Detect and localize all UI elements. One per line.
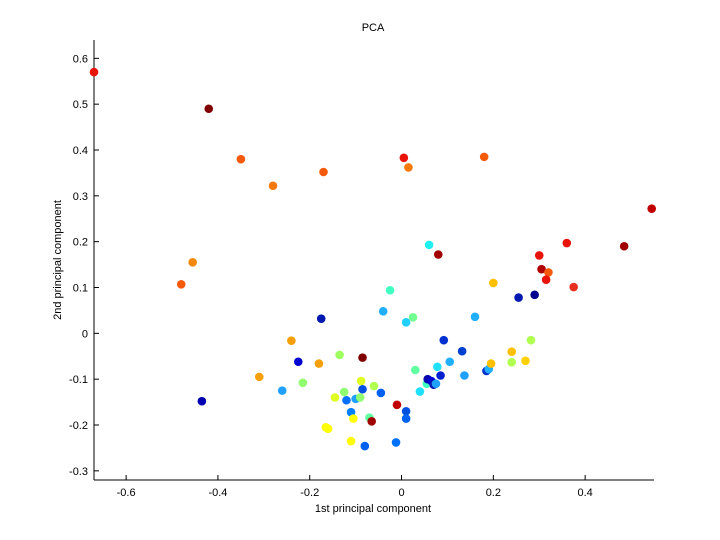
scatter-point <box>537 264 546 274</box>
x-tick-label: -0.2 <box>300 487 319 499</box>
scatter-point <box>335 350 344 360</box>
scatter-point <box>544 268 553 277</box>
scatter-point <box>530 290 539 300</box>
x-tick-label: 0 <box>398 487 404 499</box>
scatter-point <box>411 365 420 375</box>
scatter-point <box>404 163 413 172</box>
scatter-point <box>526 335 536 345</box>
y-tick-label: -0.3 <box>69 466 88 478</box>
scatter-point <box>521 356 530 366</box>
scatter-point <box>401 318 411 327</box>
y-tick-label: 0.6 <box>73 53 88 65</box>
x-axis-label: 1st principal component <box>315 503 431 515</box>
scatter-point <box>277 386 287 395</box>
scatter-point <box>355 393 365 402</box>
scatter-point <box>254 372 264 382</box>
scatter-point <box>569 282 578 292</box>
scatter-point <box>316 314 326 323</box>
scatter-point <box>385 285 395 295</box>
scatter-point <box>486 359 496 368</box>
scatter-point <box>562 238 572 248</box>
scatter-point <box>197 396 207 406</box>
scatter-point <box>339 387 349 397</box>
y-axis-ticks: -0.3 -0.2 -0.1 0 0.1 0.2 0.3 0.4 0.5 0.6 <box>69 53 99 478</box>
scatter-point <box>541 275 551 285</box>
scatter-point <box>360 441 370 451</box>
y-axis-label: 2nd principal component <box>52 200 64 320</box>
scatter-point <box>391 438 401 447</box>
scatter-point <box>356 376 366 386</box>
scatter-point <box>399 153 409 163</box>
y-tick-label: 0.3 <box>73 191 88 203</box>
scatter-point <box>369 381 379 391</box>
plot-axes <box>93 40 654 481</box>
scatter-point <box>401 406 411 416</box>
scatter-points <box>89 67 657 451</box>
y-tick-label: 0.1 <box>73 283 88 295</box>
y-tick-label: 0.4 <box>73 145 88 157</box>
scatter-point <box>445 357 455 367</box>
y-tick-label: 0.5 <box>73 99 88 111</box>
scatter-point <box>436 371 445 380</box>
scatter-point <box>470 312 480 322</box>
scatter-point <box>408 312 418 322</box>
scatter-point <box>415 387 425 396</box>
scatter-point <box>268 181 278 191</box>
scatter-point <box>514 293 523 302</box>
scatter-point <box>358 384 367 394</box>
x-tick-label: 0.2 <box>486 487 501 499</box>
scatter-point <box>314 359 324 368</box>
y-tick-label: -0.2 <box>69 420 88 432</box>
scatter-point <box>378 307 388 316</box>
scatter-point <box>188 257 197 267</box>
scatter-point <box>433 250 443 259</box>
chart-title: PCA <box>362 22 385 34</box>
scatter-point <box>330 393 340 402</box>
scatter-point <box>647 204 657 213</box>
scatter-point <box>534 251 544 260</box>
scatter-point <box>204 104 214 114</box>
y-tick-label: -0.1 <box>69 374 88 386</box>
scatter-point <box>431 379 441 389</box>
scatter-point <box>479 152 489 162</box>
scatter-point <box>346 436 356 446</box>
x-tick-label: -0.4 <box>208 487 227 499</box>
scatter-point <box>392 400 402 410</box>
scatter-point <box>489 278 498 288</box>
scatter-point <box>358 353 367 362</box>
scatter-point <box>507 347 517 356</box>
scatter-point <box>319 167 328 177</box>
scatter-point <box>619 241 629 251</box>
scatter-point <box>367 417 377 426</box>
scatter-point <box>507 357 517 367</box>
scatter-point <box>323 424 333 433</box>
scatter-point <box>457 346 467 356</box>
scatter-point <box>433 362 442 372</box>
scatter-point <box>376 388 386 398</box>
x-axis-ticks: -0.6 -0.4 -0.2 0 0.2 0.4 <box>117 475 593 499</box>
scatter-point <box>298 378 308 388</box>
x-tick-label: -0.6 <box>117 487 136 499</box>
scatter-point <box>349 414 358 423</box>
scatter-point <box>439 335 449 345</box>
scatter-point <box>176 279 186 289</box>
scatter-point <box>89 67 99 77</box>
scatter-point <box>293 357 303 367</box>
scatter-point <box>460 371 469 380</box>
y-tick-label: 0 <box>82 328 88 340</box>
scatter-point <box>424 240 434 250</box>
scatter-point <box>236 154 246 164</box>
y-tick-label: 0.2 <box>73 237 88 249</box>
scatter-point <box>342 395 351 405</box>
scatter-point <box>287 336 296 345</box>
x-tick-label: 0.4 <box>577 487 592 499</box>
scatter-point <box>401 414 411 423</box>
